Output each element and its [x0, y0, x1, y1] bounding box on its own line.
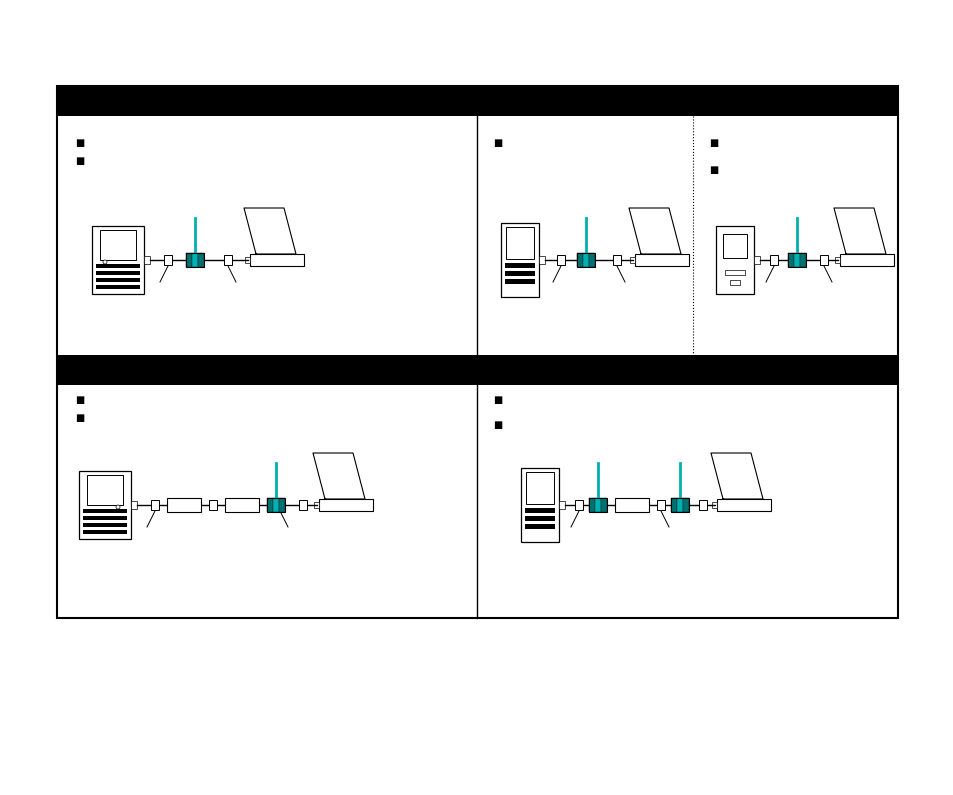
Bar [787, 253, 805, 267]
Bar [724, 270, 744, 275]
Bar [722, 234, 746, 258]
Bar [91, 226, 144, 294]
Bar [595, 498, 600, 512]
Bar [245, 257, 250, 263]
Bar [588, 253, 595, 267]
Bar [198, 253, 204, 267]
Bar [635, 254, 688, 266]
Bar [83, 516, 127, 520]
Bar [57, 86, 897, 116]
Bar [186, 253, 204, 267]
Bar [79, 471, 131, 539]
Bar [504, 271, 535, 276]
Bar [278, 498, 285, 512]
Bar [250, 254, 304, 266]
Bar [769, 255, 778, 265]
Bar [504, 263, 535, 268]
Bar [192, 253, 198, 267]
Bar [225, 498, 258, 512]
Bar [267, 498, 285, 512]
Bar [729, 280, 740, 285]
Bar [167, 498, 201, 512]
Bar [577, 253, 595, 267]
Bar [224, 255, 232, 265]
Bar [131, 501, 137, 509]
Bar [613, 255, 620, 265]
Bar [677, 498, 682, 512]
Bar [575, 500, 582, 510]
Bar [96, 271, 140, 275]
Text: ■: ■ [708, 138, 718, 148]
Bar [87, 475, 123, 505]
Bar [524, 516, 555, 521]
Bar [840, 254, 893, 266]
Bar [629, 257, 635, 263]
Bar [820, 255, 827, 265]
Bar [96, 285, 140, 289]
Bar [164, 255, 172, 265]
Bar [588, 498, 606, 512]
Bar [600, 498, 606, 512]
Bar [144, 256, 150, 264]
Circle shape [103, 260, 107, 264]
Bar [57, 86, 897, 618]
Text: ■: ■ [75, 395, 84, 405]
Bar [716, 226, 753, 294]
Bar [538, 256, 544, 264]
Bar [96, 278, 140, 282]
Bar [209, 500, 216, 510]
Text: ■: ■ [75, 156, 84, 166]
Bar [100, 230, 136, 260]
Bar [670, 498, 688, 512]
Text: ■: ■ [75, 138, 84, 148]
Text: ■: ■ [75, 413, 84, 423]
Text: ■: ■ [493, 138, 501, 148]
Bar [753, 256, 760, 264]
Text: ■: ■ [708, 165, 718, 175]
Text: ■: ■ [493, 420, 501, 430]
Bar [83, 509, 127, 513]
Bar [520, 468, 558, 542]
Bar [558, 501, 564, 509]
Bar [500, 223, 538, 297]
Bar [670, 498, 677, 512]
Bar [504, 279, 535, 284]
Bar [711, 502, 717, 508]
Bar [787, 253, 793, 267]
Bar [834, 257, 840, 263]
Bar [800, 253, 805, 267]
Bar [582, 253, 588, 267]
Bar [588, 498, 595, 512]
Bar [682, 498, 688, 512]
Bar [657, 500, 664, 510]
Bar [267, 498, 273, 512]
Bar [273, 498, 278, 512]
Bar [615, 498, 648, 512]
Bar [318, 499, 373, 511]
Text: ■: ■ [493, 395, 501, 405]
Bar [314, 502, 318, 508]
Bar [186, 253, 192, 267]
Bar [57, 355, 897, 385]
Bar [83, 523, 127, 527]
Bar [83, 530, 127, 534]
Bar [557, 255, 564, 265]
Bar [524, 508, 555, 513]
Bar [699, 500, 706, 510]
Bar [298, 500, 307, 510]
Bar [525, 472, 554, 504]
Bar [793, 253, 800, 267]
Bar [151, 500, 159, 510]
Bar [524, 524, 555, 529]
Bar [577, 253, 582, 267]
Bar [717, 499, 770, 511]
Bar [96, 264, 140, 268]
Circle shape [116, 505, 120, 509]
Bar [505, 227, 534, 259]
